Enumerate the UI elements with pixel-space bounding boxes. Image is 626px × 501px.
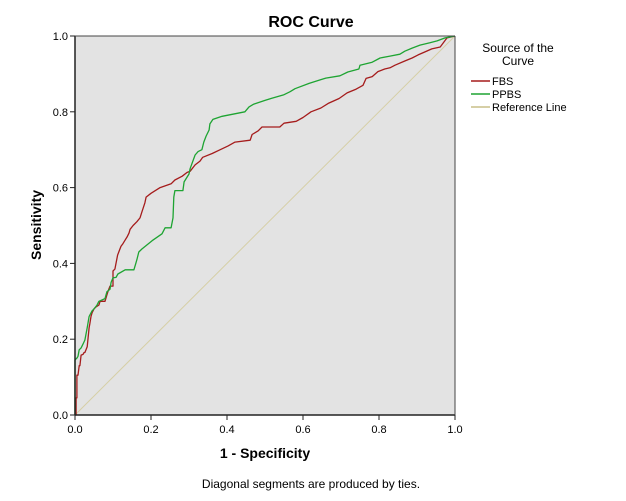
y-tick-label: 0.0 <box>53 410 68 422</box>
y-tick-label: 0.2 <box>53 334 68 346</box>
legend-label: FBS <box>492 76 513 88</box>
legend-label: Reference Line <box>492 102 567 114</box>
x-axis-label: 1 - Specificity <box>220 445 310 461</box>
x-tick-label: 0.0 <box>67 424 82 436</box>
x-tick-label: 0.4 <box>219 424 234 436</box>
x-tick-label: 0.8 <box>371 424 386 436</box>
y-axis-label: Sensitivity <box>28 190 44 260</box>
legend-label: PPBS <box>492 89 521 101</box>
y-tick-label: 0.4 <box>53 258 68 270</box>
series-layer <box>74 35 456 416</box>
y-tick-label: 1.0 <box>53 31 68 43</box>
x-tick-label: 0.6 <box>295 424 310 436</box>
y-tick-label: 0.6 <box>53 183 68 195</box>
x-tick-label: 1.0 <box>447 424 462 436</box>
series-line-reference-line <box>74 35 456 416</box>
y-ticks: 0.0 0.2 0.4 0.6 0.8 1.0 <box>53 31 75 422</box>
y-tick-label: 0.8 <box>53 107 68 119</box>
x-ticks: 0.0 0.2 0.4 0.6 0.8 1.0 <box>67 415 463 436</box>
chart-title: ROC Curve <box>268 14 353 31</box>
x-tick-label: 0.2 <box>143 424 158 436</box>
series-line-fbs <box>75 35 456 416</box>
legend-title-line2: Curve <box>502 54 534 68</box>
legend-title-line1: Source of the <box>482 41 554 55</box>
series-line-ppbs <box>74 35 456 415</box>
footnote: Diagonal segments are produced by ties. <box>202 477 420 491</box>
